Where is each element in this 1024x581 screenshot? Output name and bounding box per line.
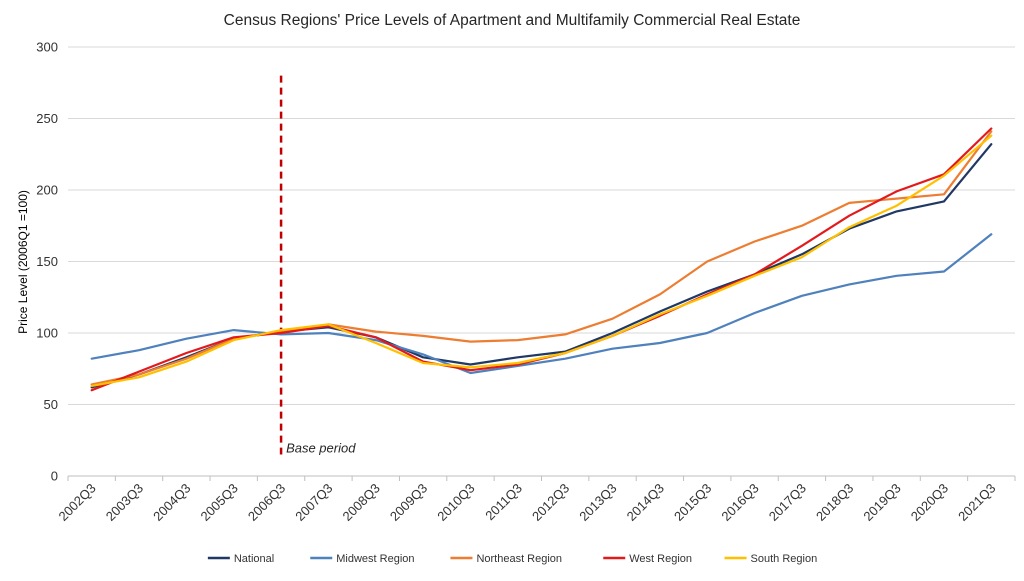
chart-title: Census Regions' Price Levels of Apartmen… <box>224 12 801 29</box>
series-line-national <box>90 143 993 389</box>
x-tick-label: 2017Q3 <box>766 481 809 524</box>
legend: National Midwest Region Northeast Region We… <box>207 553 818 565</box>
x-tick-label: 2019Q3 <box>860 481 903 524</box>
y-axis-label: Price Level (2006Q1 =100) <box>16 190 30 334</box>
x-tick-label: 2007Q3 <box>292 481 335 524</box>
x-tick-label: 2016Q3 <box>718 481 761 524</box>
legend-label-national: National <box>234 553 274 565</box>
y-tick-label: 100 <box>36 326 58 341</box>
x-tick-label: 2011Q3 <box>482 481 525 524</box>
x-tick-label: 2012Q3 <box>529 481 572 524</box>
x-tick-label: 2018Q3 <box>813 481 856 524</box>
x-tick-label: 2014Q3 <box>624 481 667 524</box>
y-axis-ticks: 0 50 100 150 200 250 300 <box>36 40 58 484</box>
series-line-west-region <box>90 127 993 392</box>
x-tick-label: 2003Q3 <box>103 481 146 524</box>
x-tick-label: 2009Q3 <box>387 481 430 524</box>
y-tick-label: 200 <box>36 183 58 198</box>
series-line-northeast-region <box>90 130 993 386</box>
y-tick-label: 150 <box>36 254 58 269</box>
x-tick-label: 2013Q3 <box>576 481 619 524</box>
x-tick-label: 2005Q3 <box>198 481 241 524</box>
y-tick-label: 250 <box>36 111 58 126</box>
legend-label-northeast-region: Northeast Region <box>476 553 562 565</box>
x-tick-label: 2010Q3 <box>434 481 477 524</box>
base-period-label: Base period <box>286 441 356 456</box>
x-tick-label: 2015Q3 <box>671 481 714 524</box>
y-tick-label: 0 <box>51 469 58 484</box>
legend-label-west-region: West Region <box>629 553 692 565</box>
x-axis-ticks: 2002Q3 2003Q3 2004Q3 2005Q3 2006Q3 2007Q3 2008… <box>55 476 1016 524</box>
x-tick-label: 2002Q3 <box>55 481 98 524</box>
annotations: Base period <box>279 75 356 456</box>
series-line-south-region <box>90 134 993 387</box>
x-tick-label: 2008Q3 <box>340 481 383 524</box>
x-tick-label: 2006Q3 <box>245 481 288 524</box>
legend-label-south-region: South Region <box>751 553 818 565</box>
gridlines <box>68 46 1015 477</box>
y-tick-label: 300 <box>36 40 58 55</box>
y-tick-label: 50 <box>44 397 58 412</box>
x-tick-label: 2004Q3 <box>150 481 193 524</box>
legend-label-midwest-region: Midwest Region <box>336 553 414 565</box>
series-lines <box>90 127 993 392</box>
x-tick-label: 2021Q3 <box>955 481 998 524</box>
series-line-midwest-region <box>90 233 993 375</box>
x-tick-label: 2020Q3 <box>908 481 951 524</box>
